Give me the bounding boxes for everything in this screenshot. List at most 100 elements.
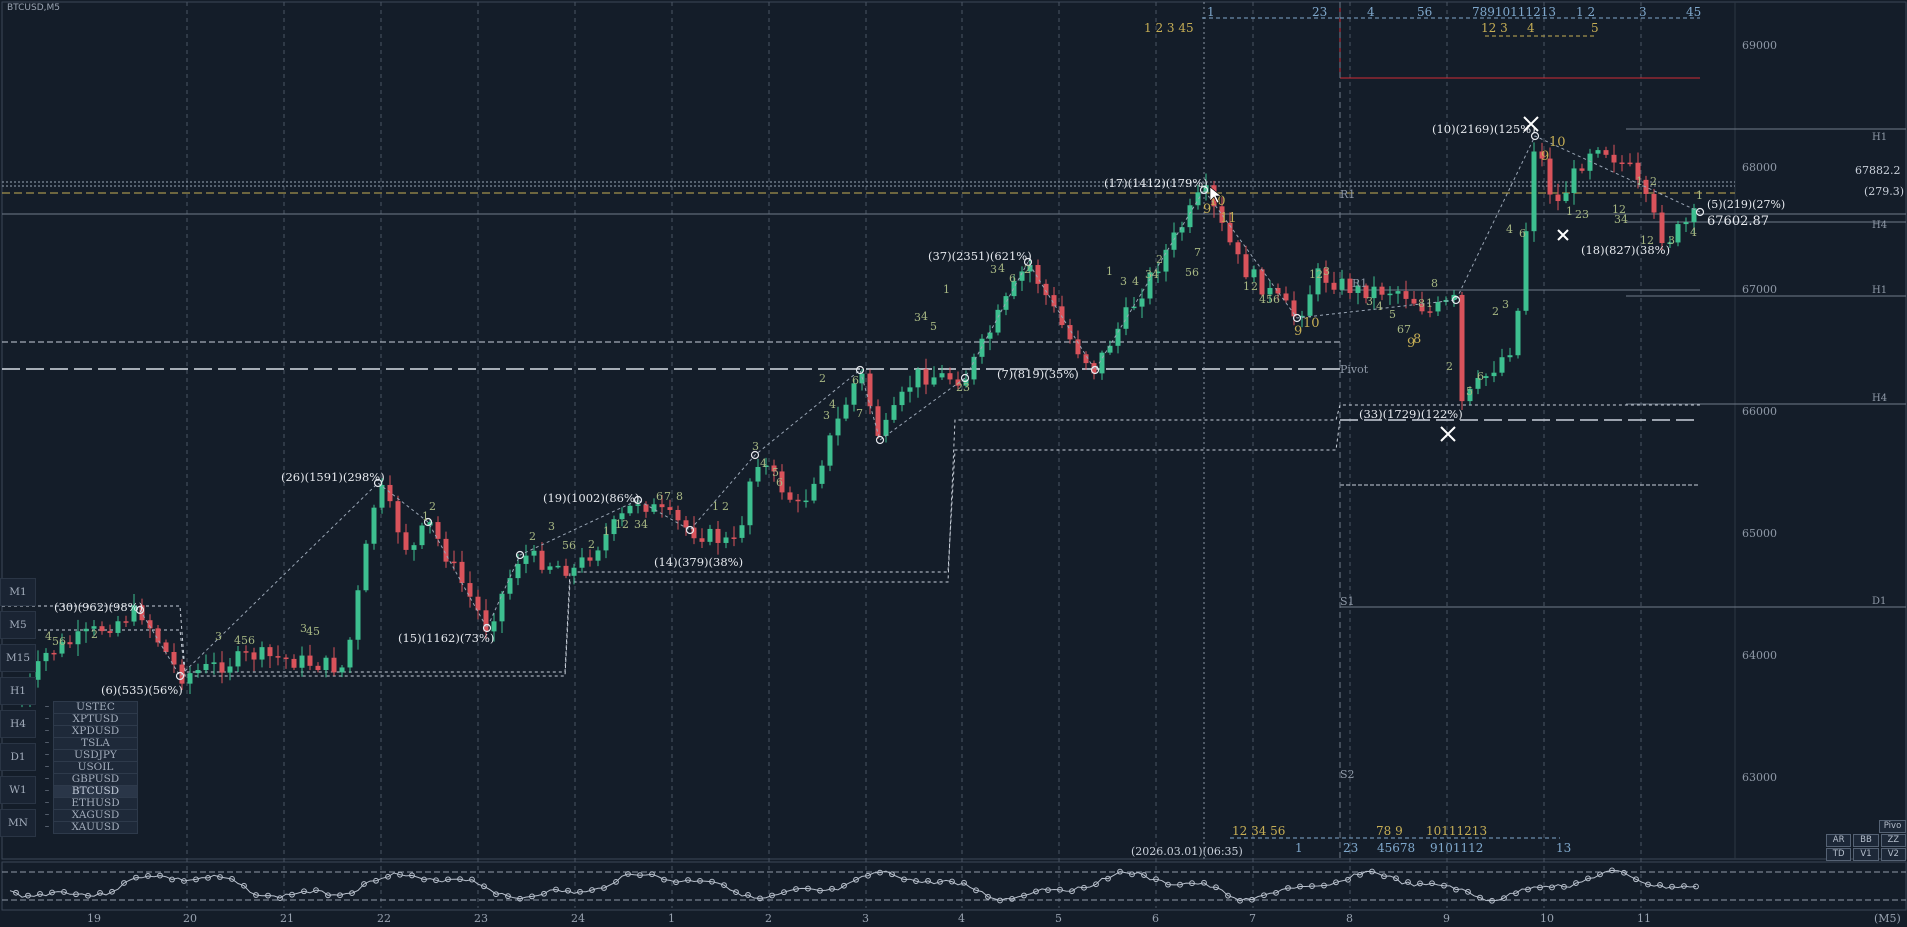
candle-body	[523, 555, 529, 564]
v2-toggle-button[interactable]: V2	[1880, 848, 1906, 861]
candle-body	[91, 626, 97, 629]
candle-body	[267, 647, 273, 657]
ar-toggle-button[interactable]: AR	[1826, 834, 1852, 847]
symbol-row[interactable]: – XAUUSD	[42, 820, 138, 834]
remove-icon[interactable]: –	[44, 714, 50, 724]
remove-icon[interactable]: –	[44, 762, 50, 772]
remove-icon[interactable]: –	[44, 798, 50, 808]
time-tick-label: 6	[1152, 912, 1159, 925]
candle-body	[1563, 193, 1569, 202]
candle-body	[1315, 268, 1321, 295]
timeframe-h4-button[interactable]: H4	[0, 710, 36, 738]
candle-body	[947, 373, 953, 380]
osc-point	[481, 883, 487, 890]
candle-body	[1691, 208, 1697, 223]
timeframe-w1-button[interactable]: W1	[0, 776, 36, 804]
timeframe-d1-button[interactable]: D1	[0, 743, 36, 771]
current-wave-label: (5)(219)(27%)	[1707, 198, 1786, 211]
symbol-row[interactable]: – TSLA	[42, 736, 138, 750]
osc-point	[505, 893, 511, 900]
candle-body	[811, 483, 817, 501]
remove-icon[interactable]: –	[44, 774, 50, 784]
candle-body	[563, 565, 569, 576]
timeframe-m15-button[interactable]: M15	[0, 644, 36, 672]
candle-body	[1355, 285, 1361, 293]
remove-icon[interactable]: –	[44, 738, 50, 748]
timeframe-h1-button[interactable]: H1	[0, 677, 36, 705]
sequence-count-gold: 9	[1203, 202, 1211, 217]
candle-body	[1499, 357, 1505, 373]
remove-icon[interactable]: –	[44, 786, 50, 796]
pivot-toggle-button[interactable]: Pivo	[1879, 820, 1906, 833]
price-tick-label: 66000	[1742, 405, 1777, 418]
remove-icon[interactable]: –	[44, 822, 50, 832]
sequence-count: 4	[998, 262, 1005, 275]
chart-title: BTCUSD,M5	[7, 3, 61, 13]
sequence-count: 2	[819, 372, 826, 385]
candle-body	[1379, 286, 1385, 295]
candle-body	[987, 332, 993, 339]
timeframe-m5-button[interactable]: M5	[0, 611, 36, 639]
zigzag-point	[1451, 295, 1461, 305]
time-tick-label: 10	[1540, 912, 1554, 925]
symbol-row[interactable]: – XAGUSD	[42, 808, 138, 822]
remove-icon[interactable]: –	[44, 750, 50, 760]
sequence-count: 7	[856, 407, 863, 420]
time-tick-label: 5	[1055, 912, 1062, 925]
count-row: 10111213	[1426, 824, 1487, 838]
candle-body	[459, 561, 465, 584]
count-row: 1 2 3 45	[1144, 21, 1194, 35]
zz-toggle-button[interactable]: ZZ	[1880, 834, 1906, 847]
candle-body	[1427, 311, 1433, 313]
symbol-row[interactable]: – GBPUSD	[42, 772, 138, 786]
candle-body	[691, 527, 697, 539]
sequence-count: 4	[1132, 275, 1139, 288]
timeframe-mn-button[interactable]: MN	[0, 809, 36, 837]
count-row: 23	[1312, 5, 1327, 19]
candle-body	[275, 656, 281, 658]
sequence-count: 3	[1366, 295, 1373, 308]
timeframe-m1-button[interactable]: M1	[0, 578, 36, 606]
candle-body	[43, 652, 49, 662]
remove-icon[interactable]: –	[44, 726, 50, 736]
candle-body	[1019, 271, 1025, 281]
symbol-row[interactable]: – USTEC	[42, 700, 138, 714]
v1-toggle-button[interactable]: V1	[1853, 848, 1879, 861]
symbol-row[interactable]: – XPDUSD	[42, 724, 138, 738]
osc-point	[985, 893, 991, 900]
osc-point	[97, 889, 103, 896]
price-tick-label: 64000	[1742, 649, 1777, 662]
sequence-count: 1	[1426, 297, 1433, 310]
candle-body	[35, 661, 41, 680]
sequence-count: 6	[1519, 227, 1526, 240]
candle-body	[235, 651, 241, 667]
symbol-row[interactable]: – ETHUSD	[42, 796, 138, 810]
candle-body	[307, 655, 313, 666]
symbol-row[interactable]: – XPTUSD	[42, 712, 138, 726]
sequence-count: 2	[429, 500, 436, 513]
count-row: 12 34 56	[1232, 824, 1285, 838]
candle-body	[315, 665, 321, 671]
symbol-row-active[interactable]: – BTCUSD	[42, 784, 138, 798]
mouse-cursor-icon	[1209, 186, 1222, 204]
candle-body	[1243, 254, 1249, 278]
symbol-button[interactable]: XAUUSD	[53, 820, 138, 834]
bb-toggle-button[interactable]: BB	[1853, 834, 1879, 847]
candle-body	[1667, 242, 1673, 244]
td-toggle-button[interactable]: TD	[1826, 848, 1852, 861]
sequence-count: 34	[634, 518, 648, 531]
candle-body	[1227, 222, 1233, 243]
candle-body	[1603, 150, 1609, 155]
osc-point	[37, 891, 43, 897]
sequence-count: 7	[664, 490, 671, 503]
symbol-row[interactable]: – USOIL	[42, 760, 138, 774]
zigzag-point	[855, 365, 865, 375]
remove-icon[interactable]: –	[44, 810, 50, 820]
remove-icon[interactable]: –	[44, 702, 50, 712]
symbol-row[interactable]: – USDJPY	[42, 748, 138, 762]
candle-body	[651, 504, 657, 512]
sequence-count: 1	[712, 500, 719, 513]
sequence-count: 2	[1251, 280, 1258, 293]
sequence-count: 3	[300, 622, 307, 635]
